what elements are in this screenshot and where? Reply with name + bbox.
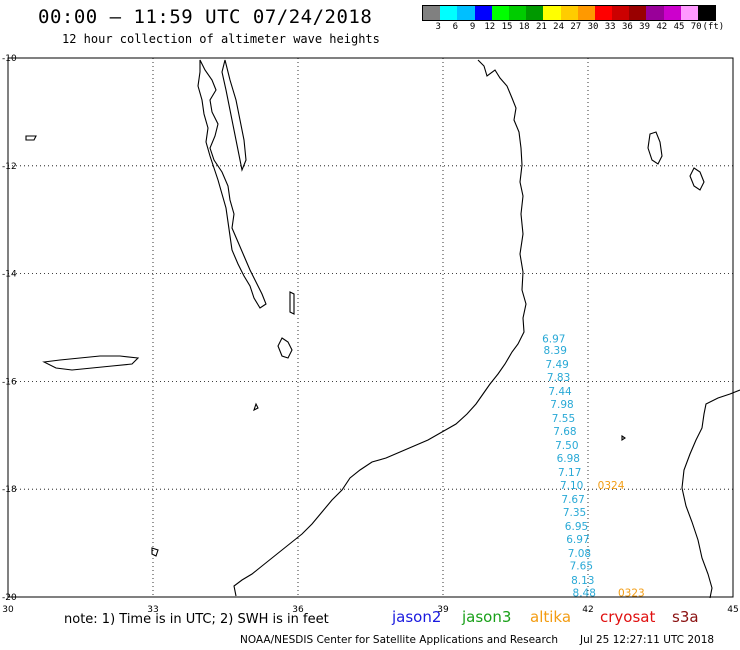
colorbar-label: 30 xyxy=(587,22,599,32)
madagascar-coastline xyxy=(681,389,740,599)
wave-height-points: 6.978.397.497.837.447.987.557.687.506.98… xyxy=(542,333,645,599)
wave-height-label: 7.50 xyxy=(555,440,578,452)
lake-chilwa xyxy=(277,337,293,359)
small-lake-2 xyxy=(253,402,259,412)
coastline xyxy=(25,59,740,599)
colorbar-label: 27 xyxy=(570,22,582,32)
wave-height-label: 7.98 xyxy=(550,399,573,411)
pass-time-label: 0324 xyxy=(598,480,625,492)
lake-malawi xyxy=(197,59,267,309)
wave-height-label: 6.95 xyxy=(565,521,588,533)
colorbar-swatch xyxy=(646,6,664,20)
colorbar-swatch xyxy=(663,6,681,20)
footnote: note: 1) Time is in UTC; 2) SWH is in fe… xyxy=(64,612,329,627)
lon-tick-label: 33 xyxy=(147,605,158,615)
lon-tick-label: 39 xyxy=(437,605,449,615)
lon-tick-label: 36 xyxy=(292,605,304,615)
colorbar-label: 9 xyxy=(469,22,476,32)
wave-height-label: 7.55 xyxy=(552,413,575,425)
colorbar-swatch xyxy=(440,6,458,20)
small-lake-3 xyxy=(151,547,159,557)
lon-tick-label: 42 xyxy=(582,605,593,615)
lon-tick-label: 45 xyxy=(727,605,738,615)
mayotte-island xyxy=(689,167,705,191)
pass-time-label: 0323 xyxy=(618,588,645,600)
colorbar-swatch xyxy=(543,6,561,20)
lat-tick-label: -18 xyxy=(2,485,17,495)
wave-height-label: 7.65 xyxy=(570,561,593,573)
colorbar xyxy=(422,5,717,21)
colorbar-swatch xyxy=(698,6,716,20)
colorbar-swatch xyxy=(560,6,578,20)
lat-tick-label: -10 xyxy=(2,54,17,64)
wave-height-label: 7.35 xyxy=(563,507,586,519)
wave-height-label: 7.17 xyxy=(558,467,581,479)
wave-height-label: 7.83 xyxy=(547,372,570,384)
wave-height-label: 7.44 xyxy=(548,386,572,398)
colorbar-swatch xyxy=(491,6,509,20)
wave-height-label: 6.97 xyxy=(542,333,565,345)
lat-tick-label: -14 xyxy=(2,270,17,280)
colorbar-swatch xyxy=(577,6,595,20)
colorbar-label: 3 xyxy=(435,22,441,32)
comoros-island xyxy=(647,131,663,165)
colorbar-label: (ft) xyxy=(702,22,725,32)
colorbar-label: 6 xyxy=(452,22,459,32)
colorbar-swatch xyxy=(457,6,475,20)
legend-jason2: jason2 xyxy=(392,608,442,626)
colorbar-swatch xyxy=(612,6,630,20)
lat-tick-label: -12 xyxy=(2,162,17,172)
wave-height-label: 7.49 xyxy=(545,359,568,371)
colorbar-label: 39 xyxy=(639,22,651,32)
colorbar-label: 18 xyxy=(518,22,530,32)
lon-tick-label: 30 xyxy=(2,605,14,615)
colorbar-label: 36 xyxy=(621,22,633,32)
wave-height-label: 6.97 xyxy=(566,534,589,546)
legend-altika: altika xyxy=(530,608,572,626)
colorbar-swatch xyxy=(423,6,441,20)
colorbar-label: 70 xyxy=(690,22,702,32)
legend-s3a: s3a xyxy=(672,608,699,626)
colorbar-label: 15 xyxy=(501,22,513,32)
colorbar-swatch xyxy=(680,6,698,20)
colorbar-label: 12 xyxy=(484,22,496,32)
small-lake-4 xyxy=(25,135,37,141)
colorbar-swatch xyxy=(594,6,613,20)
colorbar-swatch xyxy=(629,6,647,20)
colorbar-labels: 3 6 9 12 15 18 21 24 27 30 33 36 39 42 45 70 (ft) xyxy=(422,22,740,34)
map-title: 00:00 – 11:59 UTC 07/24/2018 xyxy=(38,6,373,28)
colorbar-swatch xyxy=(474,6,492,20)
wave-height-label: 7.68 xyxy=(553,426,576,438)
legend-cryosat: cryosat xyxy=(600,608,656,626)
wave-height-label: 8.48 xyxy=(573,588,596,600)
legend-jason3: jason3 xyxy=(462,608,512,626)
lat-tick-label: -20 xyxy=(2,593,17,603)
wave-height-label: 8.39 xyxy=(544,345,567,357)
western-lake xyxy=(42,355,140,371)
colorbar-label: 45 xyxy=(673,22,685,32)
credit-line: NOAA/NESDIS Center for Satellite Applica… xyxy=(240,634,558,646)
generation-timestamp: Jul 25 12:27:11 UTC 2018 xyxy=(580,634,715,646)
map-frame xyxy=(7,57,734,598)
wave-height-label: 7.08 xyxy=(568,548,591,560)
wave-height-label: 7.67 xyxy=(561,494,584,506)
lat-tick-label: -16 xyxy=(2,377,17,387)
colorbar-label: 42 xyxy=(656,22,668,32)
lat-lon-grid: 30 33 36 39 42 45 -10 -12 -14 -16 -18 -20 xyxy=(2,54,739,615)
map-subtitle: 12 hour collection of altimeter wave hei… xyxy=(62,32,380,46)
mainland-coastline xyxy=(233,59,527,597)
colorbar-swatch xyxy=(508,6,527,20)
wave-height-label: 8.13 xyxy=(571,575,594,587)
wave-height-label: 6.98 xyxy=(557,453,580,465)
colorbar-label: 24 xyxy=(553,22,565,32)
colorbar-label: 21 xyxy=(535,22,547,32)
colorbar-swatch xyxy=(526,6,544,20)
small-lake-1 xyxy=(289,291,295,315)
wave-height-label: 7.10 xyxy=(560,480,583,492)
small-island-1 xyxy=(621,434,626,442)
colorbar-label: 33 xyxy=(604,22,616,32)
